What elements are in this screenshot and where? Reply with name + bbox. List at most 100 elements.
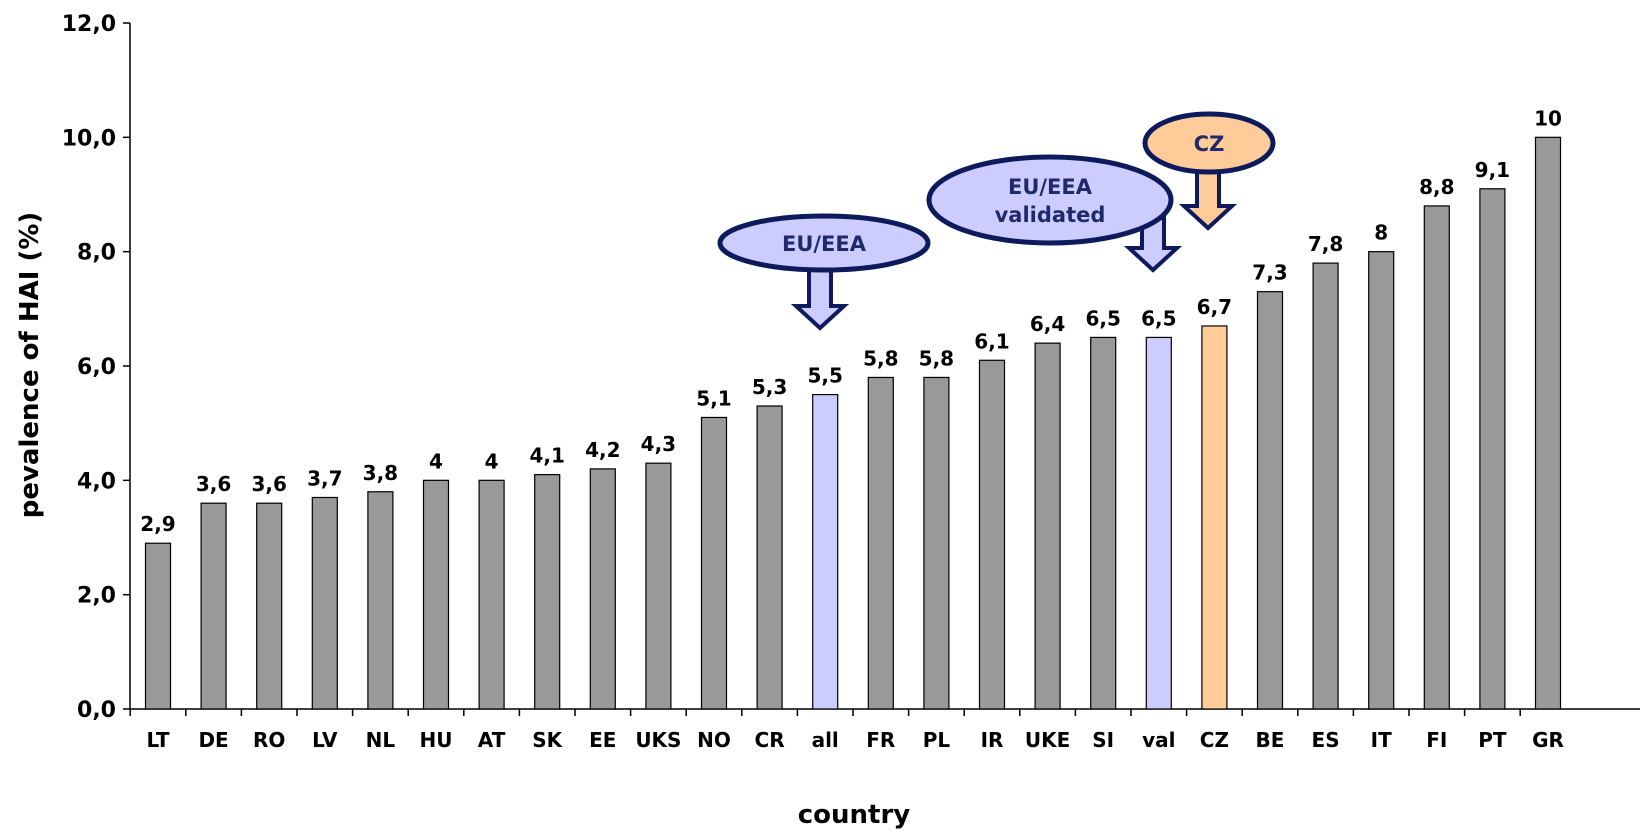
callout-ellipse — [1142, 111, 1276, 175]
x-tick-label: BE — [1256, 728, 1285, 752]
x-tick-label: UKE — [1025, 728, 1070, 752]
y-tick-label: 10,0 — [62, 126, 116, 151]
data-label: 5,8 — [863, 346, 898, 370]
x-tick-label: RO — [253, 728, 285, 752]
bar-si — [1090, 336, 1117, 710]
bar-ee — [589, 468, 616, 710]
bar-nl — [367, 491, 394, 710]
bar-at — [478, 479, 505, 710]
y-tick-label: 0,0 — [77, 698, 116, 723]
callouts: EU/EEA EU/EEA validated CZ — [717, 111, 1276, 331]
x-tick-label: AT — [478, 728, 506, 752]
bar-it — [1368, 251, 1395, 710]
callout-label: EU/EEA — [782, 232, 867, 256]
data-label: 5,5 — [807, 364, 842, 388]
x-tick-label: NO — [697, 728, 731, 752]
bar-be — [1256, 291, 1284, 710]
callout-ellipse — [717, 213, 931, 273]
value-labels: 2,9 3,6 3,6 3,7 3,8 4 4 4,1 4,2 4,3 5,1 5,3 5,5 5,8 5,… — [140, 106, 1562, 536]
bar-hu — [422, 479, 450, 710]
callout-cz: CZ — [1142, 111, 1276, 231]
data-label: 8,8 — [1419, 175, 1454, 199]
bars — [144, 136, 1562, 710]
y-tick-label: 12,0 — [62, 12, 116, 37]
data-label: 4 — [485, 449, 499, 473]
bar-uks — [645, 462, 672, 710]
callout-all: EU/EEA — [717, 213, 931, 331]
data-label: 10 — [1534, 106, 1562, 130]
bar-pl — [923, 376, 950, 710]
y-tick-label: 4,0 — [77, 469, 116, 494]
callout-ellipse — [926, 154, 1174, 246]
data-label: 6,5 — [1141, 306, 1176, 330]
bar-pt — [1479, 188, 1506, 710]
bar-es — [1312, 262, 1339, 710]
data-label: 3,6 — [251, 472, 286, 496]
y-tick-label: 8,0 — [77, 241, 116, 266]
data-label: 6,1 — [974, 329, 1009, 353]
data-label: 7,3 — [1252, 261, 1287, 285]
x-axis-title: country — [798, 800, 911, 830]
data-label: 4,3 — [641, 432, 676, 456]
x-axis: LT DE RO LV NL HU AT SK EE UKS NO CR all FR PL IR UKE SI v… — [129, 708, 1640, 752]
callout-label: EU/EEA — [1008, 175, 1093, 199]
bar-no — [700, 416, 728, 710]
callout-arrow — [1178, 170, 1238, 231]
x-tick-label: LT — [146, 728, 169, 752]
data-label: 6,5 — [1085, 306, 1120, 330]
x-tick-label: EE — [589, 728, 616, 752]
data-label: 4,2 — [585, 438, 620, 462]
data-label: 4,1 — [529, 444, 564, 468]
x-tick-label: CR — [755, 728, 785, 752]
x-tick-label: NL — [366, 728, 396, 752]
y-tick-label: 2,0 — [77, 584, 116, 609]
bar-ro — [256, 502, 283, 710]
x-tick-label: PT — [1478, 728, 1507, 752]
data-label: 6,7 — [1197, 295, 1232, 319]
callout-val: EU/EEA validated — [926, 154, 1183, 273]
x-tick-label: val — [1142, 728, 1175, 752]
x-tick-label: DE — [198, 728, 228, 752]
bar-ir — [978, 359, 1006, 710]
bar-all — [812, 393, 839, 710]
x-tick-label: HU — [420, 728, 453, 752]
x-tick-label: IR — [981, 728, 1004, 752]
bar-lv — [311, 496, 338, 710]
y-tick-label: 6,0 — [77, 355, 116, 380]
data-label: 3,8 — [363, 461, 398, 485]
bar-lt — [144, 542, 172, 710]
callout-label: validated — [995, 203, 1106, 227]
x-tick-label: PL — [923, 728, 951, 752]
data-label: 3,7 — [307, 466, 342, 490]
data-label: 7,8 — [1308, 232, 1343, 256]
data-label: 6,4 — [1030, 312, 1065, 336]
bar-sk — [534, 474, 561, 710]
bar-fi — [1423, 205, 1450, 710]
data-label: 8 — [1374, 221, 1388, 245]
bar-de — [200, 502, 227, 710]
data-label: 2,9 — [140, 512, 175, 536]
data-label: 3,6 — [196, 472, 231, 496]
x-tick-label: ES — [1312, 728, 1340, 752]
callout-arrow — [1123, 216, 1183, 273]
data-label: 9,1 — [1475, 158, 1510, 182]
x-tick-label: SI — [1092, 728, 1114, 752]
y-axis: 0,0 2,0 4,0 6,0 8,0 10,0 12,0 — [62, 12, 131, 723]
callout-label: CZ — [1194, 132, 1225, 156]
x-tick-label: SK — [532, 728, 563, 752]
bar-cr — [756, 405, 783, 710]
x-tick-label: FI — [1426, 728, 1447, 752]
x-tick-label: CZ — [1200, 728, 1229, 752]
x-tick-label: UKS — [635, 728, 681, 752]
data-label: 4 — [429, 449, 443, 473]
bar-gr — [1534, 136, 1562, 710]
y-axis-title: pevalence of HAI (%) — [15, 212, 45, 519]
bar-fr — [867, 376, 894, 710]
x-tick-label: GR — [1532, 728, 1564, 752]
callout-arrow — [790, 268, 850, 331]
x-tick-label: all — [812, 728, 839, 752]
x-tick-label: IT — [1371, 728, 1392, 752]
bar-val — [1145, 336, 1172, 710]
bar-uke — [1034, 342, 1061, 710]
